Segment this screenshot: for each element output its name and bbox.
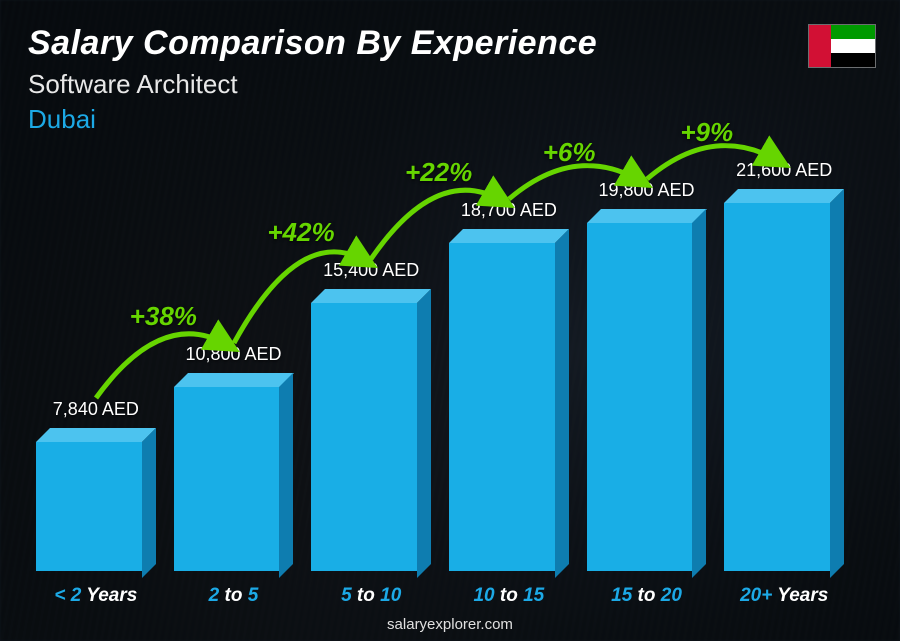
bar-shape	[174, 373, 294, 571]
bar-chart: 7,840 AED 10,800 AED 15,400 AED 18,700 AED 1…	[36, 160, 844, 571]
bar-1: 10,800 AED	[174, 160, 294, 571]
bar-value-label: 19,800 AED	[598, 180, 694, 201]
bar-value-label: 18,700 AED	[461, 200, 557, 221]
bar-4: 19,800 AED	[587, 160, 707, 571]
x-label-1: 2 to 5	[174, 585, 294, 607]
bar-value-label: 15,400 AED	[323, 260, 419, 281]
bar-value-label: 21,600 AED	[736, 160, 832, 181]
bar-shape	[36, 428, 156, 571]
bar-2: 15,400 AED	[311, 160, 431, 571]
x-label-2: 5 to 10	[311, 585, 431, 607]
x-label-0: < 2 Years	[36, 585, 156, 607]
bar-value-label: 7,840 AED	[53, 399, 139, 420]
bar-0: 7,840 AED	[36, 160, 156, 571]
flag-red-band	[809, 25, 831, 67]
uae-flag-icon	[808, 24, 876, 68]
bar-shape	[587, 209, 707, 571]
x-label-5: 20+ Years	[724, 585, 844, 607]
bar-5: 21,600 AED	[724, 160, 844, 571]
x-label-3: 10 to 15	[449, 585, 569, 607]
bar-shape	[724, 189, 844, 571]
x-label-4: 15 to 20	[587, 585, 707, 607]
bar-shape	[311, 289, 431, 571]
bar-shape	[449, 229, 569, 571]
job-subtitle: Software Architect	[28, 69, 597, 100]
bar-value-label: 10,800 AED	[185, 344, 281, 365]
location-label: Dubai	[28, 104, 597, 135]
bar-3: 18,700 AED	[449, 160, 569, 571]
footer-credit: salaryexplorer.com	[0, 616, 900, 633]
page-title: Salary Comparison By Experience	[28, 24, 597, 63]
header: Salary Comparison By Experience Software…	[28, 24, 597, 135]
x-axis-labels: < 2 Years 2 to 5 5 to 10 10 to 15 15 to 20 20…	[36, 585, 844, 607]
